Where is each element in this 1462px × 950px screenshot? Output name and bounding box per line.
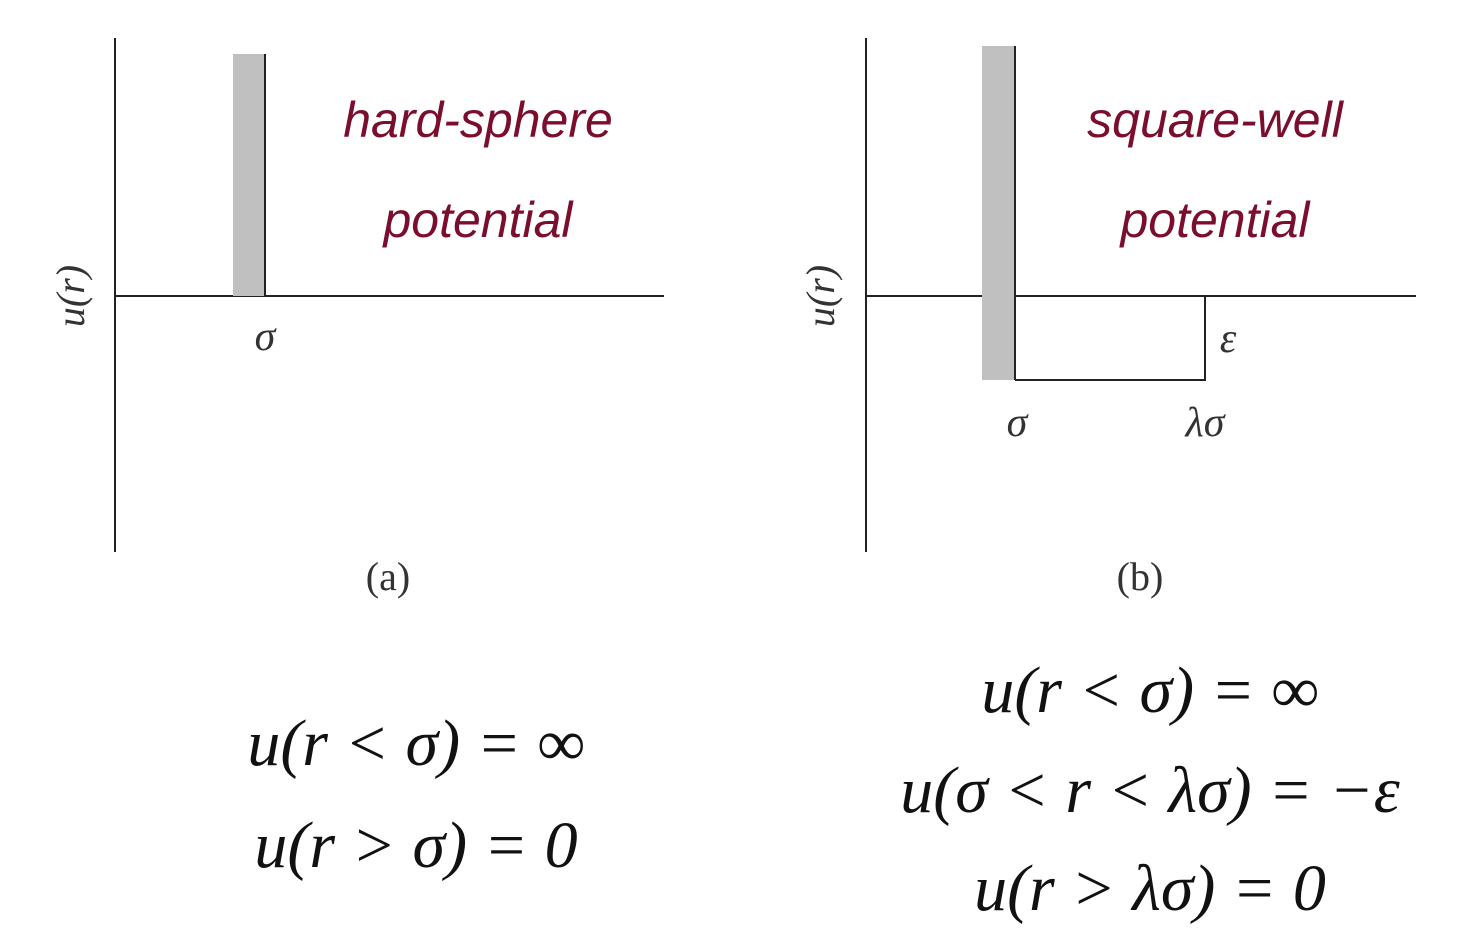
panel-b-equation-3: u(r > λσ) = 0 bbox=[974, 852, 1326, 925]
panel-a-label: (a) bbox=[366, 554, 410, 599]
panel-a: u(r) σ hard-sphere potential (a) u(r < σ… bbox=[48, 38, 664, 882]
panel-b-title-line1: square-well bbox=[1087, 92, 1345, 148]
panel-a-sigma-label: σ bbox=[255, 314, 278, 360]
panel-b-equation-2: u(σ < r < λσ) = −ε bbox=[900, 754, 1399, 827]
panel-b-ylabel: u(r) bbox=[798, 265, 843, 327]
panel-b-equation-1: u(r < σ) = ∞ bbox=[981, 654, 1318, 727]
panel-a-equation-1: u(r < σ) = ∞ bbox=[247, 707, 584, 780]
panel-a-equation-2: u(r > σ) = 0 bbox=[254, 809, 577, 882]
panel-b-sigma-label: σ bbox=[1007, 400, 1030, 446]
panel-b-title-line2: potential bbox=[1118, 192, 1311, 248]
panel-b-lambda-sigma-label: λσ bbox=[1184, 400, 1227, 446]
panel-a-ylabel: u(r) bbox=[48, 265, 93, 327]
panel-b-well bbox=[1015, 296, 1206, 381]
panel-b-hard-wall bbox=[982, 46, 1015, 380]
panel-b-epsilon-label: ε bbox=[1220, 316, 1237, 362]
panel-b-label: (b) bbox=[1117, 554, 1164, 599]
panel-a-title-line2: potential bbox=[381, 192, 574, 248]
panel-a-title-line1: hard-sphere bbox=[343, 92, 613, 148]
panel-b: u(r) ε σ λσ square-well potential (b) u(… bbox=[798, 38, 1416, 925]
panel-a-hard-wall bbox=[233, 54, 265, 296]
